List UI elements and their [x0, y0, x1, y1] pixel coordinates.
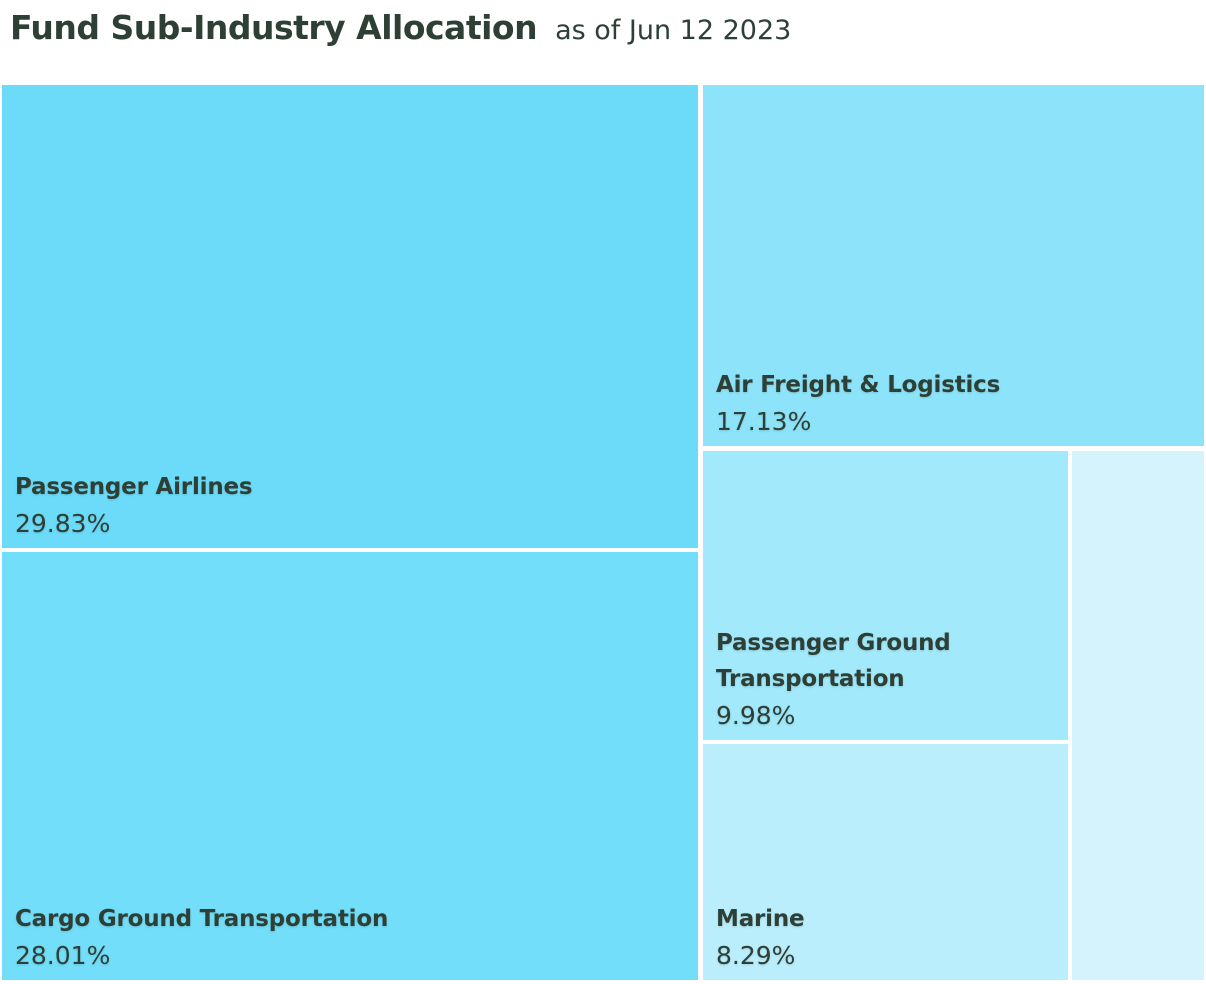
treemap-tile-cargo-ground-transportation[interactable]: Cargo Ground Transportation 28.01%: [2, 552, 698, 980]
tile-value: 8.29%: [716, 940, 796, 970]
tile-value: 28.01%: [15, 940, 111, 970]
treemap-tile-passenger-ground-transportation[interactable]: Passenger Ground Transportation 9.98%: [703, 451, 1068, 740]
treemap-tile-air-freight-logistics[interactable]: Air Freight & Logistics 17.13%: [703, 85, 1204, 446]
chart-title: Fund Sub-Industry Allocation: [10, 8, 538, 47]
tile-name: Cargo Ground Transportation: [15, 905, 389, 932]
treemap-tile-passenger-airlines[interactable]: Passenger Airlines 29.83%: [2, 85, 698, 548]
tile-value: 29.83%: [15, 508, 111, 538]
chart-header: Fund Sub-Industry Allocation as of Jun 1…: [10, 8, 1206, 47]
tile-label-passenger-ground-transportation: Passenger Ground Transportation 9.98%: [716, 626, 1058, 732]
chart-subtitle: as of Jun 12 2023: [555, 15, 792, 46]
treemap-tile-unlabeled[interactable]: [1072, 451, 1204, 980]
tile-name: Air Freight & Logistics: [716, 371, 1001, 398]
treemap-tile-marine[interactable]: Marine 8.29%: [703, 744, 1068, 980]
tile-name: Marine: [716, 905, 805, 932]
tile-value: 9.98%: [716, 700, 796, 730]
tile-label-passenger-airlines: Passenger Airlines 29.83%: [15, 470, 688, 540]
tile-value: 17.13%: [716, 406, 812, 436]
tile-label-air-freight-logistics: Air Freight & Logistics 17.13%: [716, 368, 1194, 438]
tile-label-cargo-ground-transportation: Cargo Ground Transportation 28.01%: [15, 902, 688, 972]
tile-name: Passenger Airlines: [15, 473, 253, 500]
tile-label-marine: Marine 8.29%: [716, 902, 1058, 972]
tile-name: Passenger Ground Transportation: [716, 630, 951, 692]
